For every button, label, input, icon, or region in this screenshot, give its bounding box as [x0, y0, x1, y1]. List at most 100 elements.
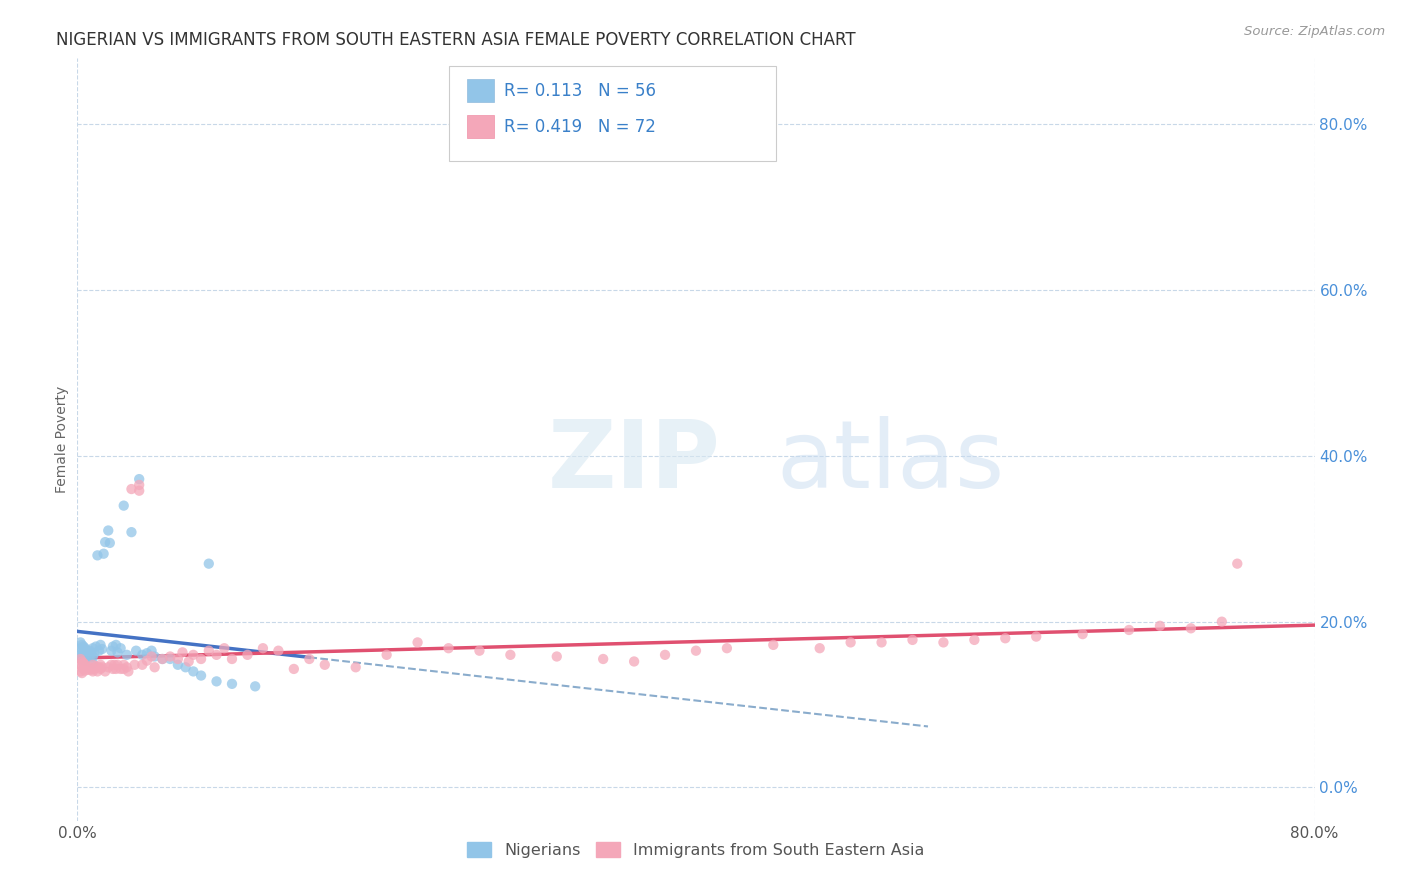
- Text: R= 0.113   N = 56: R= 0.113 N = 56: [505, 82, 657, 100]
- Point: [69, 648, 91, 662]
- Point: [107, 657, 129, 672]
- Point: [128, 478, 150, 492]
- Point: [112, 657, 135, 672]
- Point: [1180, 621, 1202, 635]
- Point: [117, 665, 139, 679]
- FancyBboxPatch shape: [467, 115, 495, 138]
- Point: [110, 641, 132, 656]
- Point: [205, 648, 228, 662]
- Point: [762, 638, 785, 652]
- Point: [839, 635, 862, 649]
- Point: [91, 660, 114, 674]
- Point: [283, 662, 305, 676]
- Point: [70, 660, 93, 674]
- Point: [86, 549, 108, 563]
- Point: [90, 657, 111, 672]
- Point: [468, 643, 491, 657]
- Point: [75, 664, 96, 678]
- Point: [91, 642, 114, 657]
- Text: ZIP: ZIP: [547, 417, 720, 508]
- Point: [136, 646, 159, 660]
- Point: [110, 662, 132, 676]
- Point: [121, 482, 143, 496]
- Point: [406, 635, 429, 649]
- Point: [174, 660, 197, 674]
- Point: [112, 499, 135, 513]
- Point: [870, 635, 893, 649]
- Point: [172, 645, 194, 659]
- Point: [198, 643, 221, 657]
- Point: [90, 662, 111, 676]
- Point: [70, 638, 93, 652]
- Point: [69, 652, 91, 666]
- Point: [190, 652, 212, 666]
- Point: [1211, 615, 1233, 629]
- Point: [80, 663, 103, 677]
- Point: [94, 665, 117, 679]
- Point: [375, 648, 398, 662]
- Point: [125, 643, 148, 657]
- Point: [87, 643, 110, 657]
- Point: [93, 547, 115, 561]
- Point: [69, 635, 91, 649]
- Point: [98, 536, 121, 550]
- Point: [82, 641, 104, 656]
- Point: [115, 648, 138, 662]
- Point: [103, 657, 125, 672]
- Text: atlas: atlas: [776, 417, 1005, 508]
- Point: [245, 679, 267, 693]
- Point: [298, 652, 321, 666]
- Point: [72, 656, 94, 670]
- Point: [82, 657, 104, 672]
- Point: [205, 674, 228, 689]
- Point: [901, 632, 924, 647]
- Point: [141, 643, 163, 657]
- Point: [252, 641, 274, 656]
- Point: [221, 652, 243, 666]
- Point: [1118, 623, 1140, 637]
- Point: [654, 648, 676, 662]
- Point: [79, 643, 101, 657]
- Point: [124, 657, 146, 672]
- Point: [105, 662, 127, 676]
- Point: [79, 660, 101, 674]
- Point: [190, 668, 212, 682]
- Point: [76, 660, 98, 674]
- Point: [94, 535, 117, 549]
- Point: [100, 657, 122, 672]
- Point: [97, 660, 120, 674]
- Point: [808, 641, 831, 656]
- Point: [221, 677, 243, 691]
- Point: [83, 646, 105, 660]
- Point: [84, 640, 107, 654]
- Point: [84, 659, 107, 673]
- Point: [69, 665, 91, 679]
- Point: [236, 648, 259, 662]
- Point: [70, 655, 93, 669]
- Point: [82, 656, 104, 670]
- FancyBboxPatch shape: [449, 66, 776, 161]
- Point: [69, 641, 91, 656]
- Point: [131, 648, 153, 662]
- Y-axis label: Female Poverty: Female Poverty: [55, 385, 69, 493]
- Point: [70, 643, 93, 657]
- Point: [131, 657, 153, 672]
- Text: NIGERIAN VS IMMIGRANTS FROM SOUTH EASTERN ASIA FEMALE POVERTY CORRELATION CHART: NIGERIAN VS IMMIGRANTS FROM SOUTH EASTER…: [56, 31, 856, 49]
- Point: [87, 660, 110, 674]
- Point: [1025, 630, 1047, 644]
- Legend: Nigerians, Immigrants from South Eastern Asia: Nigerians, Immigrants from South Eastern…: [460, 834, 932, 866]
- Point: [167, 657, 190, 672]
- Point: [82, 665, 104, 679]
- Point: [1071, 627, 1094, 641]
- Point: [72, 645, 94, 659]
- Point: [141, 649, 163, 664]
- Point: [77, 646, 100, 660]
- Point: [82, 649, 104, 664]
- Point: [100, 643, 122, 657]
- FancyBboxPatch shape: [467, 79, 495, 103]
- Point: [107, 645, 129, 659]
- Point: [90, 638, 111, 652]
- Point: [101, 662, 124, 676]
- Point: [314, 657, 336, 672]
- Point: [159, 652, 181, 666]
